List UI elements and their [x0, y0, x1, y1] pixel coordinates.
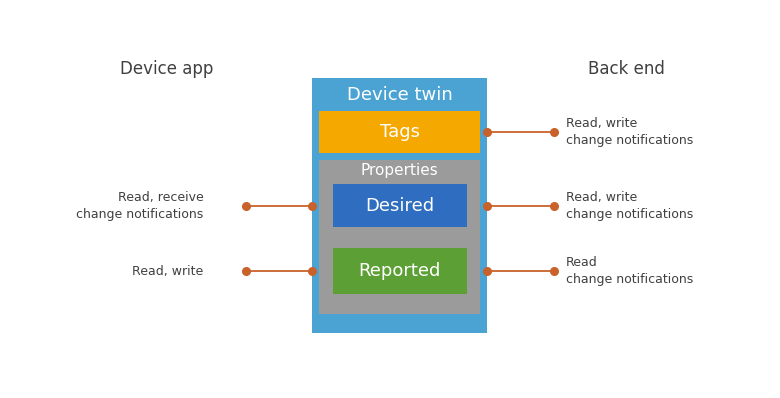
Text: Back end: Back end	[588, 60, 665, 78]
Text: Properties: Properties	[361, 163, 438, 178]
Bar	[332, 248, 467, 295]
Text: Device twin: Device twin	[347, 86, 452, 104]
Text: Reported: Reported	[359, 262, 441, 281]
Text: Read, write
change notifications: Read, write change notifications	[566, 191, 693, 220]
Bar	[319, 160, 480, 314]
Bar	[312, 78, 488, 333]
Text: Read
change notifications: Read change notifications	[566, 256, 693, 287]
Bar	[319, 111, 480, 154]
Text: Read, write: Read, write	[132, 265, 204, 278]
Text: Read, write
change notifications: Read, write change notifications	[566, 117, 693, 147]
Text: Tags: Tags	[380, 123, 420, 141]
Text: Read, receive
change notifications: Read, receive change notifications	[76, 191, 204, 220]
Bar	[332, 184, 467, 227]
Text: Device app: Device app	[120, 60, 214, 78]
Text: Desired: Desired	[365, 197, 434, 215]
